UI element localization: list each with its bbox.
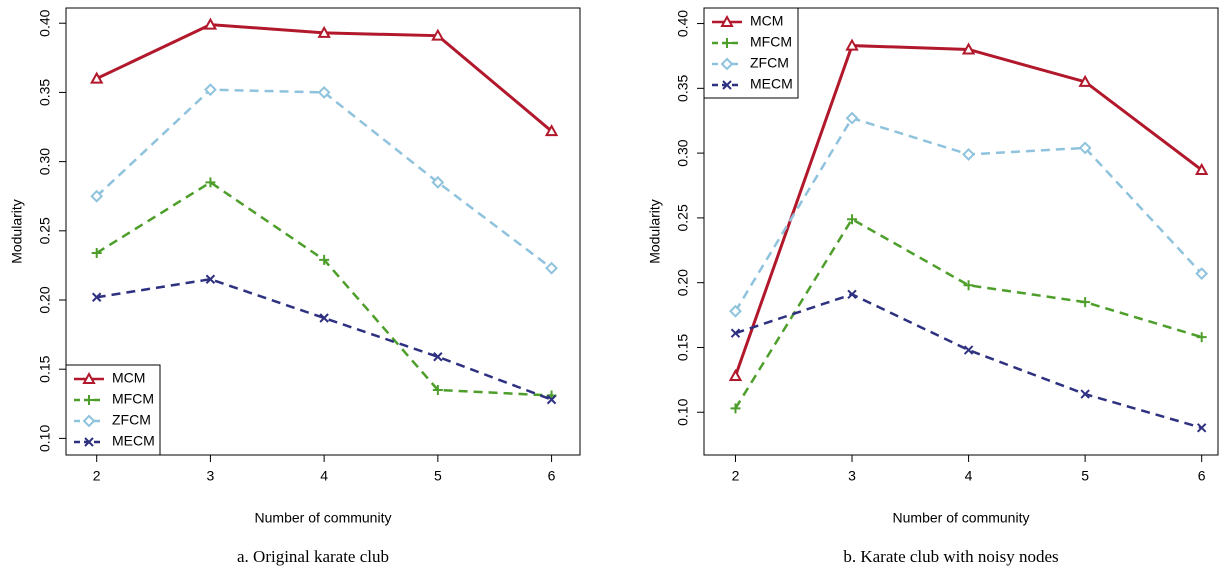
legend-label: ZFCM: [750, 55, 789, 71]
point-marker: [319, 254, 330, 265]
point-marker: [317, 25, 331, 38]
plot-frame: [65, 7, 581, 456]
x-axis-label: Number of community: [893, 510, 1030, 526]
y-tick-label: 0.25: [675, 204, 691, 231]
point-marker: [1078, 74, 1092, 87]
legend-label: MCM: [112, 370, 145, 386]
point-marker: [545, 261, 558, 275]
x-tick-label: 5: [1081, 468, 1089, 484]
x-axis-label: Number of community: [255, 510, 392, 526]
point-marker: [1195, 267, 1209, 281]
x-tick-label: 4: [965, 468, 973, 484]
x-tick-label: 2: [732, 468, 740, 484]
legend-label: ZFCM: [112, 412, 151, 428]
point-marker: [205, 274, 216, 284]
series-line: [734, 44, 1203, 377]
point-marker: [845, 111, 859, 125]
chart-panel: 0.10 0.15 0.20 0.25 0.30 0.35 0.40 2 3 4 5 6 Number …: [647, 7, 1219, 566]
series-line: [96, 180, 552, 397]
point-marker: [1196, 332, 1207, 343]
point-marker: [431, 175, 445, 189]
legend-marker: [720, 57, 734, 71]
point-marker: [204, 83, 217, 97]
x-tick-label: 2: [93, 468, 101, 484]
point-marker: [1078, 141, 1092, 155]
x-tick-label: 3: [207, 468, 215, 484]
x-tick-label: 6: [548, 468, 556, 484]
point-marker: [90, 71, 104, 84]
legend-marker: [84, 437, 94, 447]
point-marker: [1194, 162, 1209, 175]
point-marker: [845, 38, 859, 51]
legend-marker: [722, 80, 732, 90]
point-marker: [546, 394, 557, 405]
series-line: [96, 277, 553, 401]
legend-label: MECM: [112, 433, 155, 449]
legend-label: MFCM: [112, 391, 154, 407]
x-tick-label: 6: [1198, 468, 1206, 484]
x-tick-label: 5: [434, 468, 442, 484]
legend-marker: [720, 14, 734, 27]
legend-label: MFCM: [750, 34, 792, 50]
point-marker: [1080, 389, 1090, 399]
legend-marker: [722, 38, 732, 48]
point-marker: [432, 384, 443, 395]
legend-label: MCM: [750, 13, 783, 29]
point-marker: [203, 17, 218, 30]
point-marker: [730, 403, 741, 414]
point-marker: [847, 289, 857, 300]
y-tick-label: 0.25: [37, 217, 53, 244]
y-tick-label: 0.35: [37, 79, 53, 106]
y-tick-label: 0.30: [675, 139, 691, 166]
y-axis-label: Modularity: [647, 199, 663, 264]
legend-marker: [82, 414, 96, 428]
point-marker: [433, 352, 443, 362]
point-marker: [963, 345, 974, 355]
y-tick-label: 0.15: [37, 355, 53, 382]
point-marker: [730, 328, 741, 338]
series-line: [95, 88, 553, 270]
point-marker: [544, 124, 559, 137]
legend-marker: [82, 371, 96, 384]
point-marker: [90, 189, 104, 203]
point-marker: [91, 292, 102, 302]
y-tick-label: 0.40: [37, 9, 53, 36]
point-marker: [962, 147, 975, 161]
point-marker: [205, 177, 216, 188]
y-tick-label: 0.35: [675, 74, 691, 101]
point-marker: [431, 28, 445, 41]
point-marker: [729, 304, 742, 318]
x-tick-label: 3: [848, 468, 856, 484]
y-tick-label: 0.15: [675, 334, 691, 361]
point-marker: [319, 313, 329, 323]
legend-marker: [84, 395, 94, 405]
point-marker: [317, 86, 331, 99]
y-tick-label: 0.40: [675, 10, 691, 37]
series-line: [735, 292, 1203, 429]
chart-panel: 0.10 0.15 0.20 0.25 0.30 0.35 0.40 2 3 4 5 6 Number …: [9, 7, 581, 566]
y-tick-label: 0.10: [675, 398, 691, 425]
legend-label: MECM: [750, 76, 793, 92]
y-tick-label: 0.30: [37, 148, 53, 175]
point-marker: [963, 280, 974, 291]
y-tick-label: 0.20: [675, 269, 691, 296]
point-marker: [728, 368, 743, 381]
point-marker: [961, 42, 976, 55]
y-tick-label: 0.20: [37, 286, 53, 313]
y-axis-label: Modularity: [9, 199, 25, 264]
x-tick-label: 4: [320, 468, 328, 484]
point-marker: [1080, 297, 1091, 308]
point-marker: [1196, 423, 1207, 433]
point-marker: [847, 214, 858, 225]
caption: b. Karate club with noisy nodes: [843, 547, 1058, 566]
caption: a. Original karate club: [237, 547, 389, 566]
series-line: [734, 217, 1203, 410]
point-marker: [91, 247, 102, 258]
series-line: [96, 23, 553, 133]
plot-frame: [703, 7, 1219, 456]
y-tick-label: 0.10: [37, 425, 53, 452]
